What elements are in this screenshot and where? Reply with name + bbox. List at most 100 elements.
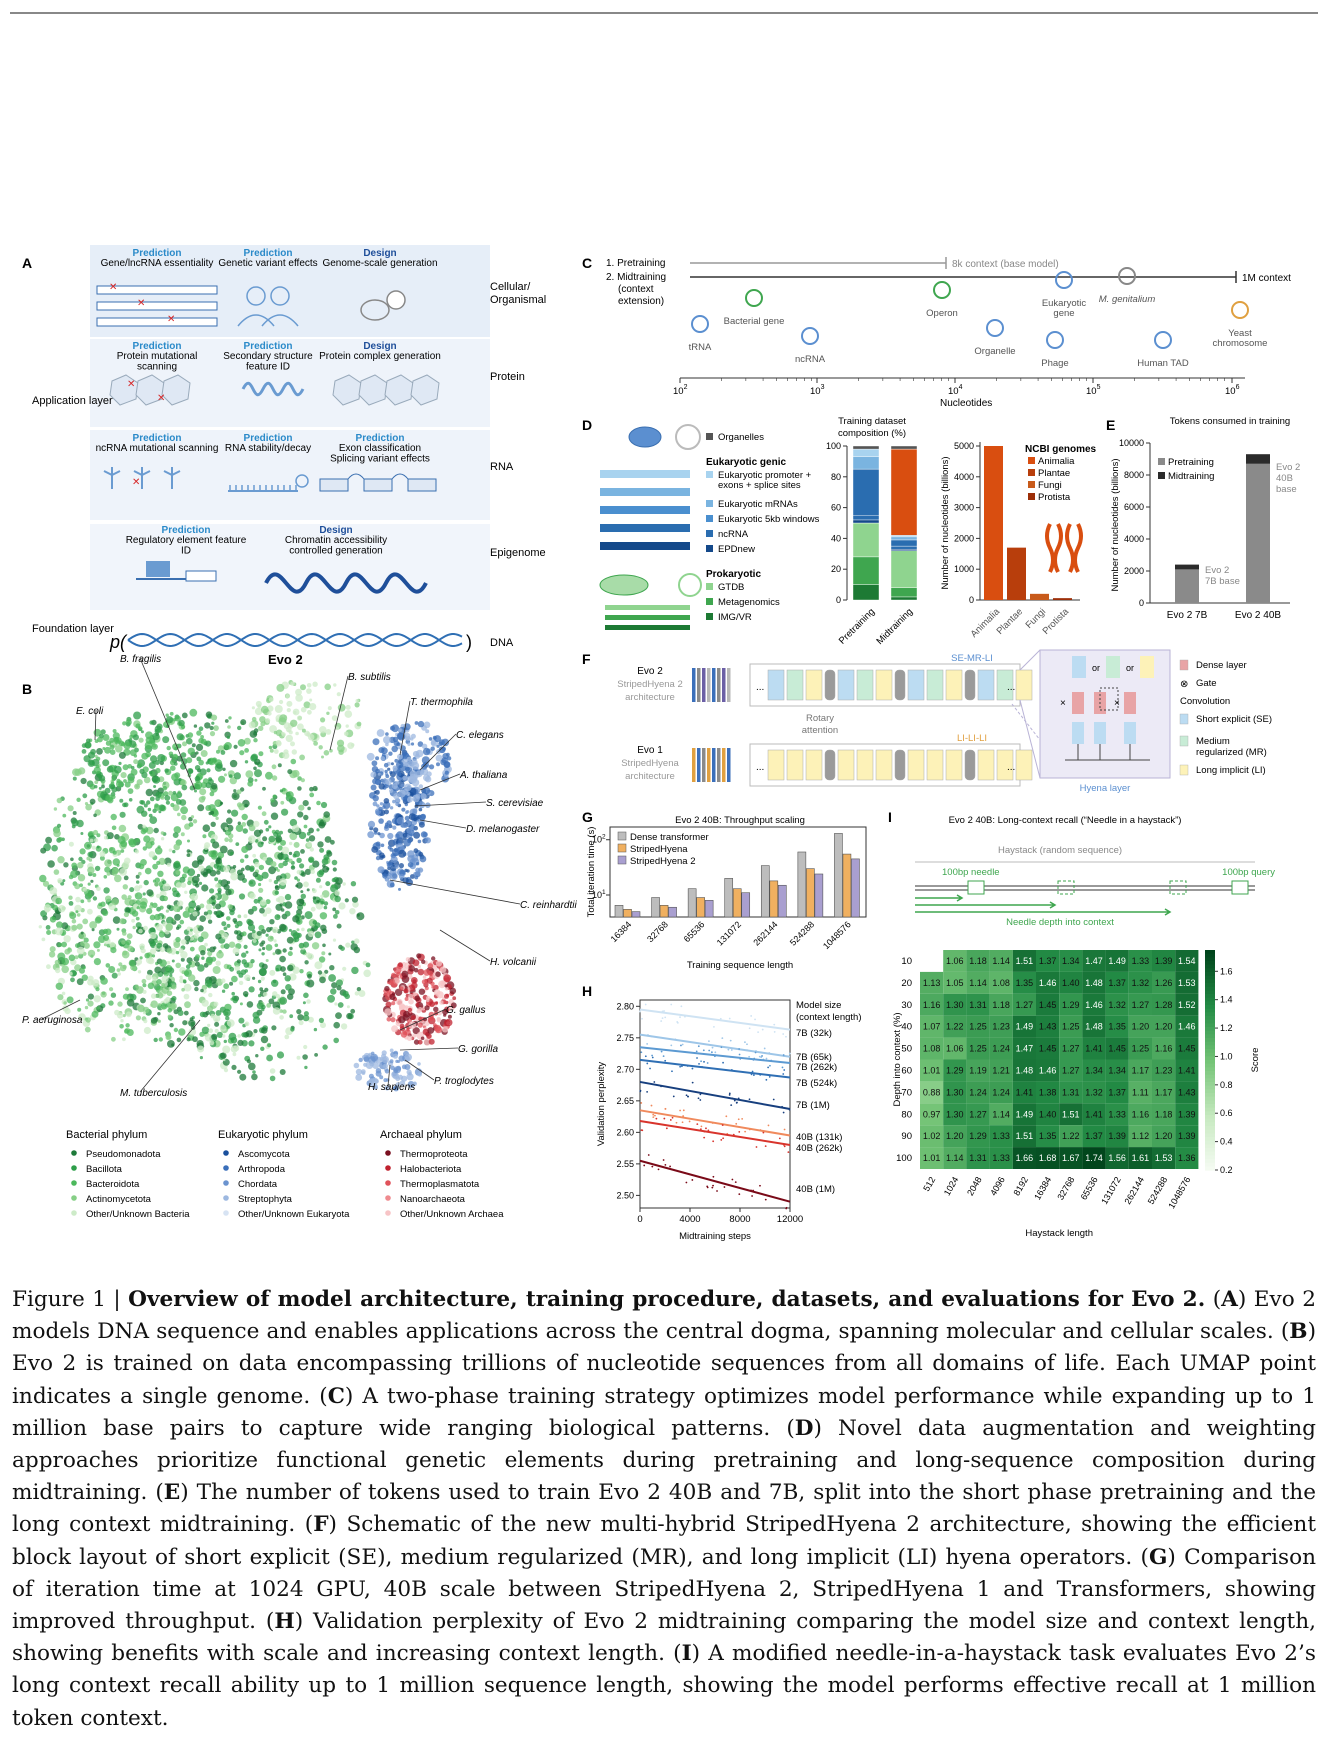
umap-point	[164, 896, 168, 900]
umap-point	[252, 976, 256, 980]
umap-point	[214, 1021, 220, 1027]
umap-point	[57, 856, 65, 864]
umap-point	[129, 993, 137, 1001]
umap-point	[94, 780, 99, 785]
umap-point	[379, 1075, 384, 1080]
umap-point	[418, 807, 423, 812]
h-point	[744, 1130, 747, 1133]
hyena-block	[945, 749, 963, 781]
umap-point	[83, 942, 90, 949]
umap-point	[444, 986, 449, 991]
umap-point	[239, 1002, 243, 1006]
phylum-legend-swatch	[223, 1180, 229, 1186]
umap-point	[150, 1000, 158, 1008]
umap-point	[195, 743, 204, 752]
e-tick-label: 4000	[1124, 534, 1144, 544]
umap-point	[398, 728, 402, 732]
umap-point	[173, 1027, 179, 1033]
umap-point	[102, 747, 106, 750]
token-stack-icon	[722, 748, 726, 782]
umap-point	[408, 998, 414, 1005]
umap-point	[205, 903, 212, 911]
heatmap-cell-value: 1.53	[1155, 1153, 1173, 1163]
colorbar-step	[1205, 1111, 1215, 1116]
umap-point	[356, 913, 360, 917]
umap-point	[56, 823, 62, 828]
umap-point	[378, 806, 383, 812]
umap-point	[306, 688, 312, 694]
umap-point	[287, 729, 291, 733]
heatmap-cell-value: 1.41	[1016, 1087, 1034, 1097]
umap-point	[322, 943, 326, 948]
umap-point	[314, 961, 323, 970]
i-ytick-label: 30	[901, 1000, 912, 1011]
species-leader-line	[41, 999, 81, 1020]
umap-point	[110, 947, 117, 954]
species-label: H. volcanii	[490, 957, 537, 968]
umap-point	[371, 760, 378, 767]
umap-point	[237, 739, 246, 747]
scale-item-label: M. genitalium	[1099, 294, 1156, 305]
umap-point	[116, 780, 124, 788]
heatmap-cell	[1105, 1059, 1129, 1082]
e-bar-midtraining	[1246, 454, 1270, 464]
umap-point	[404, 815, 410, 821]
heatmap-cell	[1036, 1103, 1060, 1126]
umap-point	[281, 853, 289, 861]
umap-point	[391, 818, 399, 825]
umap-point	[447, 1014, 452, 1019]
umap-point	[233, 1045, 240, 1052]
umap-point	[133, 711, 142, 720]
panel-letter-e: E	[1106, 417, 1115, 433]
colorbar-step	[1205, 1137, 1215, 1142]
umap-point	[171, 996, 177, 1001]
umap-point	[122, 764, 129, 771]
umap-point	[102, 759, 110, 767]
umap-point	[418, 801, 426, 809]
umap-point	[95, 756, 101, 761]
umap-point	[135, 916, 140, 921]
umap-point	[119, 918, 126, 925]
umap-point	[198, 865, 205, 872]
umap-point	[69, 912, 77, 920]
umap-point	[75, 910, 79, 914]
attention-block	[894, 669, 906, 701]
h-point	[679, 1016, 681, 1019]
dense-layer-block	[1124, 692, 1136, 714]
umap-point	[336, 692, 341, 697]
phase-midtraining: 2. Midtraining (context extension)	[606, 272, 666, 307]
umap-point	[244, 748, 250, 753]
umap-point	[216, 950, 224, 959]
g-bar	[741, 892, 751, 918]
heatmap-cell-value: 1.47	[1085, 956, 1103, 966]
umap-point	[300, 684, 306, 691]
umap-point	[253, 829, 262, 837]
umap-point	[324, 683, 332, 691]
umap-point	[178, 719, 185, 727]
f-legend-label: Convolution	[1180, 696, 1230, 707]
e-tick-label: 10000	[1119, 438, 1144, 448]
umap-point	[161, 975, 169, 983]
umap-point	[94, 916, 102, 924]
plasmid-icon	[678, 573, 702, 597]
heatmap-cell	[1152, 1059, 1176, 1082]
umap-point	[202, 824, 211, 832]
umap-point	[422, 747, 431, 756]
species-leader-line	[414, 801, 487, 807]
umap-point	[404, 1029, 411, 1036]
umap-point	[244, 803, 249, 808]
umap-point	[204, 1033, 213, 1042]
umap-point	[321, 928, 328, 934]
umap-point	[304, 868, 311, 876]
umap-point	[425, 729, 430, 734]
umap-point	[119, 798, 124, 803]
d-comp-segment	[852, 448, 880, 457]
scale-item-icon	[801, 327, 819, 345]
umap-point	[170, 793, 179, 802]
umap-point	[205, 913, 212, 920]
umap-point	[212, 906, 216, 909]
hyena-block	[926, 669, 944, 701]
umap-point	[89, 798, 96, 805]
umap-point	[140, 828, 147, 835]
